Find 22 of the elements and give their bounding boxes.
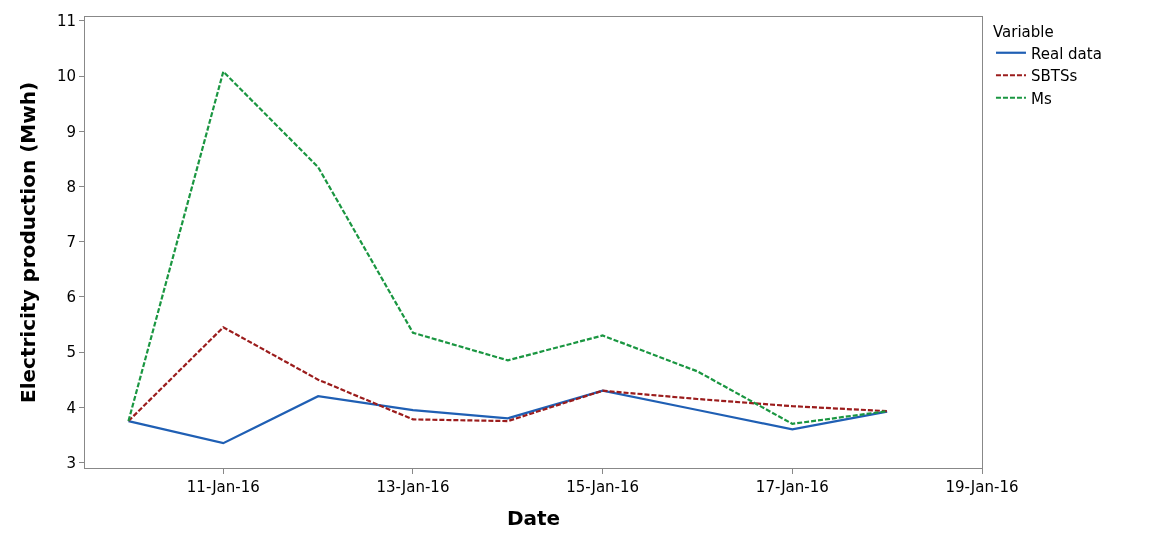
x-tick-label: 15-Jan-16 (566, 478, 640, 496)
y-tick-label: 11 (56, 12, 76, 31)
y-tick-label: 4 (66, 398, 76, 417)
line-series (127, 326, 889, 423)
y-tick-label: 8 (66, 177, 76, 196)
y-tick-label: 6 (66, 288, 76, 307)
x-tick-label: 19-Jan-16 (945, 478, 1019, 496)
y-tick-label: 5 (66, 343, 76, 362)
x-axis-title: Date (506, 505, 561, 530)
y-tick-label: 7 (66, 232, 76, 251)
legend-label: Ms (1030, 89, 1052, 108)
legend-label: SBTSs (1030, 67, 1078, 86)
y-axis-title: Electricity production (Mwh) (16, 81, 41, 404)
y-tick-label: 3 (66, 453, 76, 472)
x-tick-label: 17-Jan-16 (755, 478, 829, 496)
x-tick-label: 13-Jan-16 (376, 478, 450, 496)
x-tick-label: 11-Jan-16 (186, 478, 260, 496)
y-tick-label: 10 (56, 67, 76, 86)
legend-title: Variable (992, 22, 1054, 41)
y-tick-label: 9 (66, 122, 76, 141)
legend-label: Real data (1030, 44, 1102, 63)
line-series (127, 389, 889, 445)
